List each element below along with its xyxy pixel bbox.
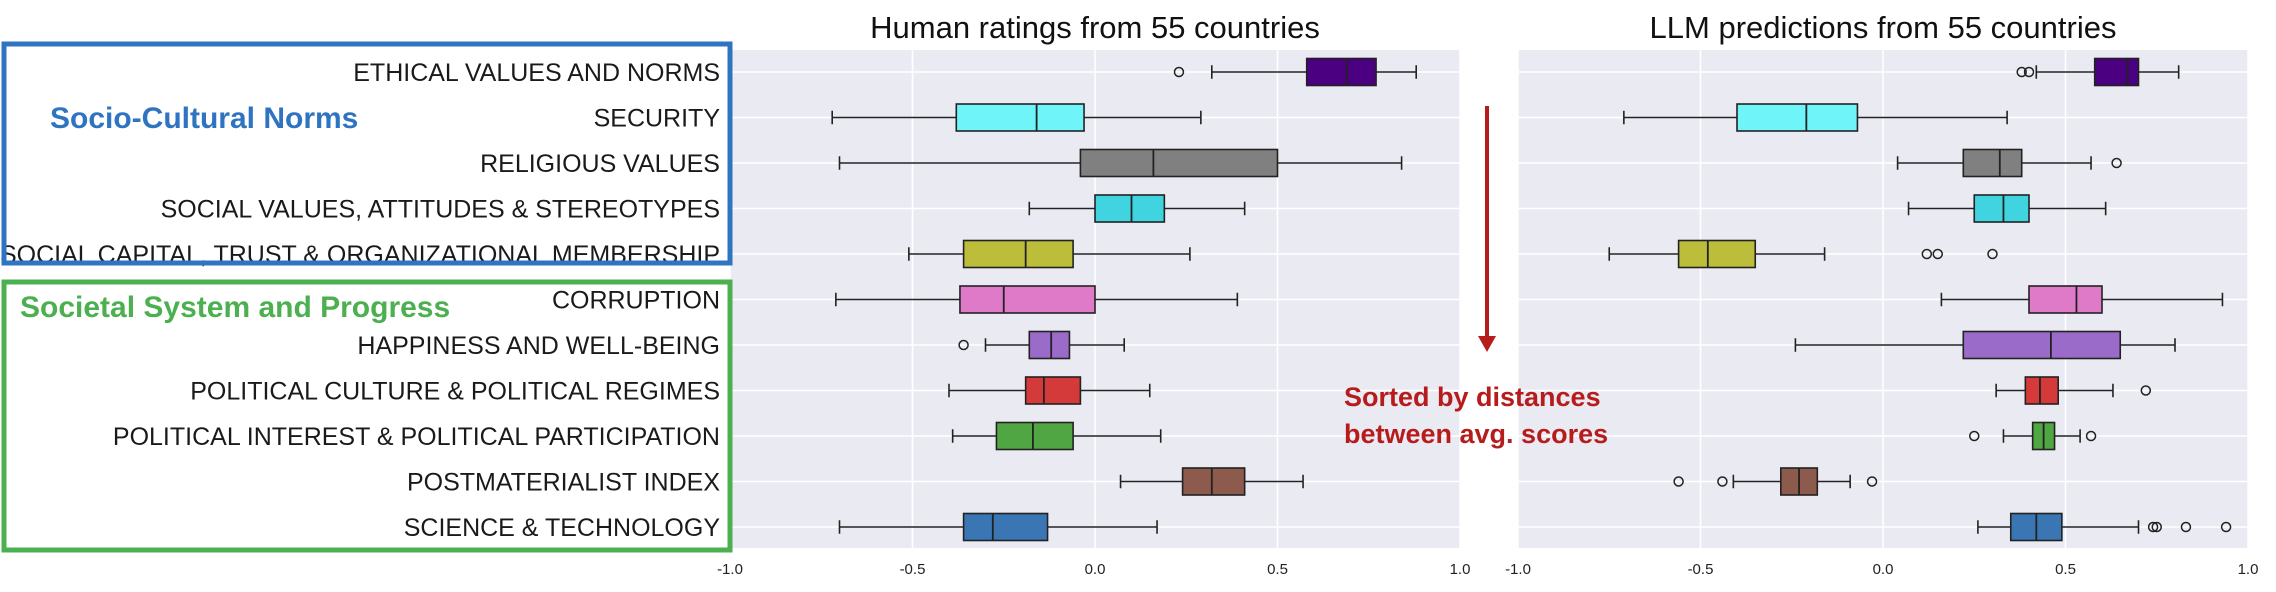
outlier-point: [2140, 385, 2152, 396]
annotation-line-2: between avg. scores: [1344, 419, 1608, 449]
box-llm-4: [1907, 194, 2107, 223]
box-human-2: [831, 103, 1202, 132]
outlier-point: [2085, 430, 2097, 442]
box-human-6: [835, 285, 1239, 314]
outlier-point: [1673, 476, 1684, 487]
iqr-box: [1962, 148, 2023, 178]
box-llm-3: [1896, 148, 2122, 178]
outlier-point: [958, 339, 969, 351]
category-label: HAPPINESS AND WELL-BEING: [357, 332, 720, 360]
category-label: POLITICAL INTEREST & POLITICAL PARTICIPA…: [113, 423, 720, 451]
box-human-1: [1173, 57, 1417, 87]
x-tick-label: 0.5: [1267, 561, 1288, 578]
x-tick-label: -1.0: [1505, 561, 1531, 578]
iqr-box: [2093, 57, 2140, 87]
box-llm-6: [1940, 285, 2224, 314]
box-human-10: [1119, 467, 1304, 496]
iqr-box: [1677, 239, 1757, 269]
box-human-5: [908, 239, 1191, 269]
box-human-11: [838, 512, 1158, 542]
outlier-point: [2147, 521, 2159, 533]
box-llm-11: [1977, 512, 2232, 542]
outlier-point: [1932, 248, 1943, 260]
category-label: RELIGIOUS VALUES: [480, 150, 720, 178]
box-llm-1: [2016, 57, 2180, 87]
iqr-box: [1181, 467, 1246, 496]
societal-system-label: Societal System and Progress: [20, 291, 450, 324]
human-panel-title: Human ratings from 55 countries: [870, 10, 1320, 45]
box-llm-9: [1969, 421, 2097, 451]
iqr-box: [955, 103, 1085, 132]
x-tick-label: 0.5: [2055, 561, 2076, 578]
iqr-box: [1094, 194, 1166, 223]
box-llm-8: [1995, 376, 2152, 405]
outlier-point: [1921, 248, 1933, 260]
box-llm-2: [1623, 103, 2008, 132]
box-llm-7: [1794, 330, 2176, 360]
category-label: SCIENCE & TECHNOLOGY: [404, 514, 721, 542]
iqr-box: [1028, 330, 1071, 360]
iqr-box: [1305, 57, 1377, 87]
box-human-3: [838, 148, 1403, 178]
category-label: ETHICAL VALUES AND NORMS: [353, 59, 720, 87]
iqr-box: [1973, 194, 2030, 223]
iqr-box: [959, 285, 1096, 314]
box-human-8: [948, 376, 1151, 405]
x-tick-label: -0.5: [900, 561, 926, 578]
category-label: SECURITY: [594, 105, 721, 133]
outlier-point: [1173, 66, 1185, 78]
iqr-box: [2028, 285, 2103, 314]
iqr-box: [1736, 103, 1859, 132]
category-label: SOCIAL VALUES, ATTITUDES & STEREOTYPES: [161, 196, 720, 224]
x-tick-label: 0.0: [1085, 561, 1106, 578]
box-human-4: [1028, 194, 1246, 223]
socio-cultural-norms-label: Socio-Cultural Norms: [50, 102, 358, 135]
x-tick-label: -0.5: [1688, 561, 1714, 578]
box-human-7: [958, 330, 1125, 360]
box-llm-10: [1673, 467, 1878, 496]
x-tick-label: 0.0: [1873, 561, 1894, 578]
iqr-box: [2024, 376, 2059, 405]
outlier-point: [1969, 430, 1980, 442]
outlier-point: [2220, 521, 2232, 533]
box-human-9: [951, 421, 1162, 451]
iqr-box: [995, 421, 1074, 451]
category-label: POSTMATERIALIST INDEX: [407, 469, 720, 497]
outlier-point: [1866, 476, 1878, 487]
iqr-box: [1962, 330, 2122, 360]
outlier-point: [2151, 521, 2162, 533]
socio-cultural-norms-frame: [1, 41, 733, 266]
llm-panel-title: LLM predictions from 55 countries: [1650, 10, 2117, 45]
outlier-point: [2023, 66, 2035, 78]
iqr-box: [1024, 376, 1082, 405]
box-marks: [831, 57, 2232, 542]
x-tick-labels: -1.0 -0.5 0.0 0.5 1.0 -1.0 -0.5 0.0 0.5 1.0: [717, 561, 2258, 578]
societal-system-frame: [1, 279, 733, 553]
iqr-box: [1079, 148, 1279, 178]
outlier-point: [2111, 157, 2122, 169]
outlier-point: [2016, 66, 2027, 78]
iqr-box: [962, 512, 1049, 542]
outlier-point: [1717, 476, 1728, 487]
x-tick-label: -1.0: [717, 561, 743, 578]
annotation-line-1: Sorted by distances: [1344, 382, 1601, 412]
category-label: POLITICAL CULTURE & POLITICAL REGIMES: [190, 378, 720, 406]
x-tick-label: 1.0: [2238, 561, 2259, 578]
x-tick-label: 1.0: [1450, 561, 1471, 578]
outlier-point: [1987, 248, 1998, 260]
sort-arrow-head: [1478, 336, 1496, 352]
iqr-box: [962, 239, 1074, 269]
category-label: CORRUPTION: [552, 287, 720, 315]
box-llm-5: [1608, 239, 1998, 269]
outlier-point: [2180, 521, 2192, 533]
